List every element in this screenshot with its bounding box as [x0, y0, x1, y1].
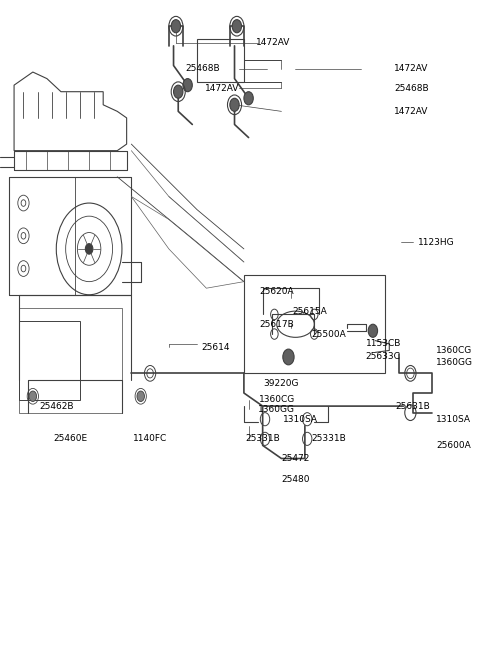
Text: 25633C: 25633C: [366, 352, 401, 362]
Text: 25600A: 25600A: [436, 441, 471, 450]
Circle shape: [283, 349, 294, 365]
Circle shape: [183, 79, 192, 92]
Text: 25460E: 25460E: [53, 434, 87, 443]
Text: 25500A: 25500A: [311, 329, 346, 339]
Text: 1310SA: 1310SA: [436, 415, 471, 424]
Text: 39220G: 39220G: [264, 379, 299, 388]
Bar: [244, 275, 384, 373]
Text: 25620A: 25620A: [259, 287, 294, 296]
Text: 1472AV: 1472AV: [394, 64, 428, 73]
Text: 1360GG: 1360GG: [436, 358, 473, 367]
Text: 1472AV: 1472AV: [256, 38, 291, 47]
Text: 1310SA: 1310SA: [283, 415, 318, 424]
Text: 25614: 25614: [202, 343, 230, 352]
Bar: [19, 308, 122, 413]
Text: 1153CB: 1153CB: [366, 339, 401, 348]
Circle shape: [244, 92, 253, 105]
Text: 25617B: 25617B: [259, 320, 294, 329]
Text: 25472: 25472: [281, 454, 310, 463]
Text: 25468B: 25468B: [394, 84, 429, 93]
Text: 25462B: 25462B: [39, 402, 73, 411]
Text: 1360GG: 1360GG: [258, 405, 295, 414]
Text: 25468B: 25468B: [186, 64, 220, 73]
Text: 1472AV: 1472AV: [205, 84, 239, 93]
Text: 1140FC: 1140FC: [133, 434, 167, 443]
Text: 1360CG: 1360CG: [436, 346, 472, 355]
Bar: [197, 39, 244, 82]
Circle shape: [137, 391, 144, 402]
Bar: [19, 321, 80, 400]
Circle shape: [85, 244, 93, 254]
Circle shape: [232, 20, 241, 33]
Text: 1360CG: 1360CG: [259, 395, 295, 404]
Circle shape: [368, 324, 378, 337]
Circle shape: [230, 98, 239, 111]
Circle shape: [174, 85, 183, 98]
Text: 1123HG: 1123HG: [419, 238, 455, 247]
Text: 25631B: 25631B: [396, 402, 430, 411]
Text: 25480: 25480: [281, 475, 310, 484]
Text: 1472AV: 1472AV: [394, 107, 428, 116]
Circle shape: [171, 20, 180, 33]
Polygon shape: [14, 72, 127, 151]
Circle shape: [29, 391, 36, 402]
Text: 25331B: 25331B: [311, 434, 346, 443]
Text: 25615A: 25615A: [292, 307, 327, 316]
Text: 25331B: 25331B: [245, 434, 280, 443]
